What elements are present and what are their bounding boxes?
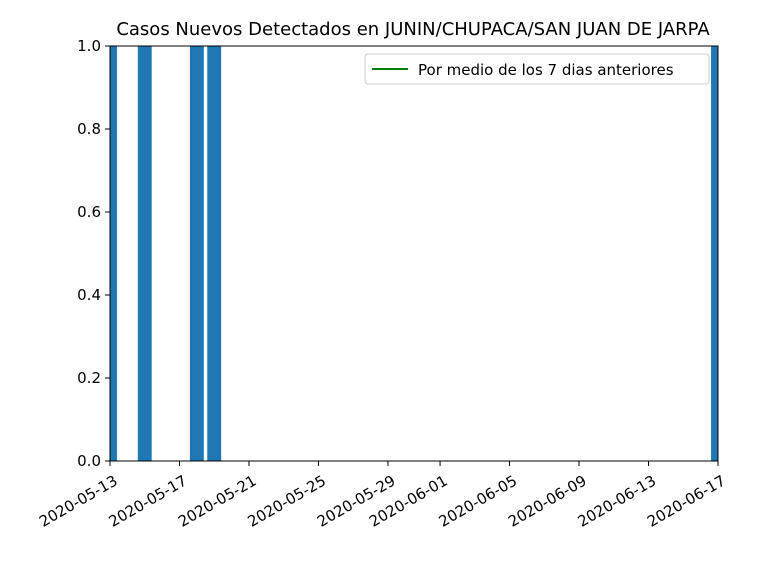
x-tick-label: 2020-06-09 [505,472,590,531]
y-tick-label: 0.8 [77,120,101,138]
x-tick-label: 2020-05-21 [175,472,260,531]
legend-label: Por medio de los 7 dias anteriores [418,61,674,79]
bars [110,46,718,461]
legend-box [364,53,710,85]
y-axis: 0.0 0.2 0.4 0.6 0.8 1.0 [77,37,110,470]
x-tick-label: 2020-06-17 [644,472,729,531]
x-tick-label: 2020-05-25 [245,472,330,531]
x-tick-label: 2020-05-17 [106,472,191,531]
y-tick-label: 0.4 [77,286,101,304]
bar-2020-06-17 [711,46,718,461]
legend: Por medio de los 7 dias anteriores [364,53,710,85]
bar-2020-05-18 [189,46,204,461]
x-tick-label: 2020-06-13 [575,472,660,531]
chart-title: Casos Nuevos Detectados en JUNIN/CHUPACA… [116,19,710,40]
bar-2020-05-13 [110,46,117,461]
y-tick-label: 0.0 [77,452,101,470]
y-tick-label: 0.6 [77,203,101,221]
x-axis: 2020-05-132020-05-172020-05-212020-05-25… [36,461,729,531]
x-tick-label: 2020-06-05 [436,472,521,531]
bar-2020-05-19 [207,46,222,461]
bar-2020-05-15 [137,46,152,461]
y-tick-label: 0.2 [77,369,101,387]
plot-frame [109,45,719,462]
y-tick-label: 1.0 [77,37,101,55]
x-tick-label: 2020-05-13 [36,472,121,531]
